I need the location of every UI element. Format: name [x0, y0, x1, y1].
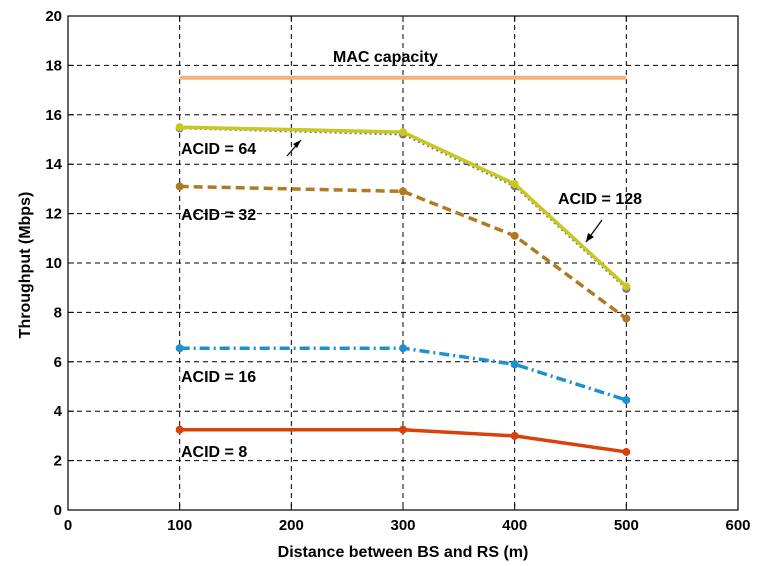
- data-point-acid-8: [399, 425, 407, 434]
- grid-lines: [68, 16, 738, 510]
- data-point-acid-128: [399, 128, 407, 137]
- x-tick-label: 500: [614, 517, 639, 534]
- series-line-acid-32: [179, 184, 628, 320]
- x-tick-label: 100: [167, 517, 192, 534]
- y-tick-label: 16: [45, 107, 62, 124]
- y-tick-label: 12: [45, 206, 62, 223]
- annotation-acid-16: ACID = 16: [181, 369, 256, 386]
- data-point-acid-8: [175, 425, 184, 434]
- data-point-acid-32: [175, 182, 184, 191]
- data-point-acid-16: [399, 344, 407, 353]
- y-tick-label: 2: [54, 453, 62, 470]
- y-tick-label: 10: [45, 255, 62, 272]
- mac-capacity-label: MAC capacity: [333, 49, 438, 66]
- data-point-acid-32: [399, 187, 407, 196]
- x-axis-label: Distance between BS and RS (m): [278, 544, 529, 561]
- data-point-acid-8: [510, 431, 519, 440]
- data-point-acid-128: [510, 179, 519, 188]
- data-point-acid-8: [622, 447, 631, 456]
- y-tick-label: 20: [45, 8, 62, 25]
- y-tick-label: 8: [54, 304, 62, 321]
- data-point-acid-32: [622, 314, 631, 323]
- series-group: [175, 75, 631, 456]
- y-tick-label: 14: [45, 156, 62, 173]
- x-tick-label: 200: [279, 517, 304, 534]
- annotations: MAC capacity ACID = 64 ACID = 32 ACID = …: [181, 49, 642, 461]
- y-tick-label: 6: [54, 354, 62, 371]
- y-tick-label: 0: [54, 502, 62, 519]
- x-tick-label: 300: [390, 517, 415, 534]
- y-axis-label: Throughput (Mbps): [17, 192, 34, 339]
- arrow-head-acid-64: [293, 140, 301, 148]
- series-line-acid-128: [179, 125, 628, 288]
- data-point-acid-16: [175, 344, 184, 353]
- annotation-acid-128: ACID = 128: [558, 191, 642, 208]
- annotation-acid-8: ACID = 8: [181, 444, 247, 461]
- annotation-acid-64: ACID = 64: [181, 141, 256, 158]
- arrow-head-acid-128: [586, 233, 594, 242]
- y-tick-label: 4: [54, 403, 63, 420]
- data-point-acid-16: [510, 360, 519, 369]
- series-line-acid-8: [179, 427, 627, 454]
- axis-ticks: 0 100 200 300 400 500 600 0 2 4 6 8 10 12 14 16 18 20: [45, 8, 750, 534]
- data-point-acid-128: [175, 123, 184, 132]
- data-point-acid-128: [622, 282, 631, 291]
- data-point-acid-32: [510, 231, 519, 240]
- y-tick-label: 18: [45, 57, 62, 74]
- series-line-acid-64: [179, 127, 628, 290]
- annotation-acid-32: ACID = 32: [181, 207, 256, 224]
- data-point-acid-16: [622, 396, 631, 405]
- x-tick-label: 400: [502, 517, 527, 534]
- series-line-acid-16: [179, 346, 627, 402]
- x-tick-label: 0: [64, 517, 72, 534]
- x-tick-label: 600: [725, 517, 750, 534]
